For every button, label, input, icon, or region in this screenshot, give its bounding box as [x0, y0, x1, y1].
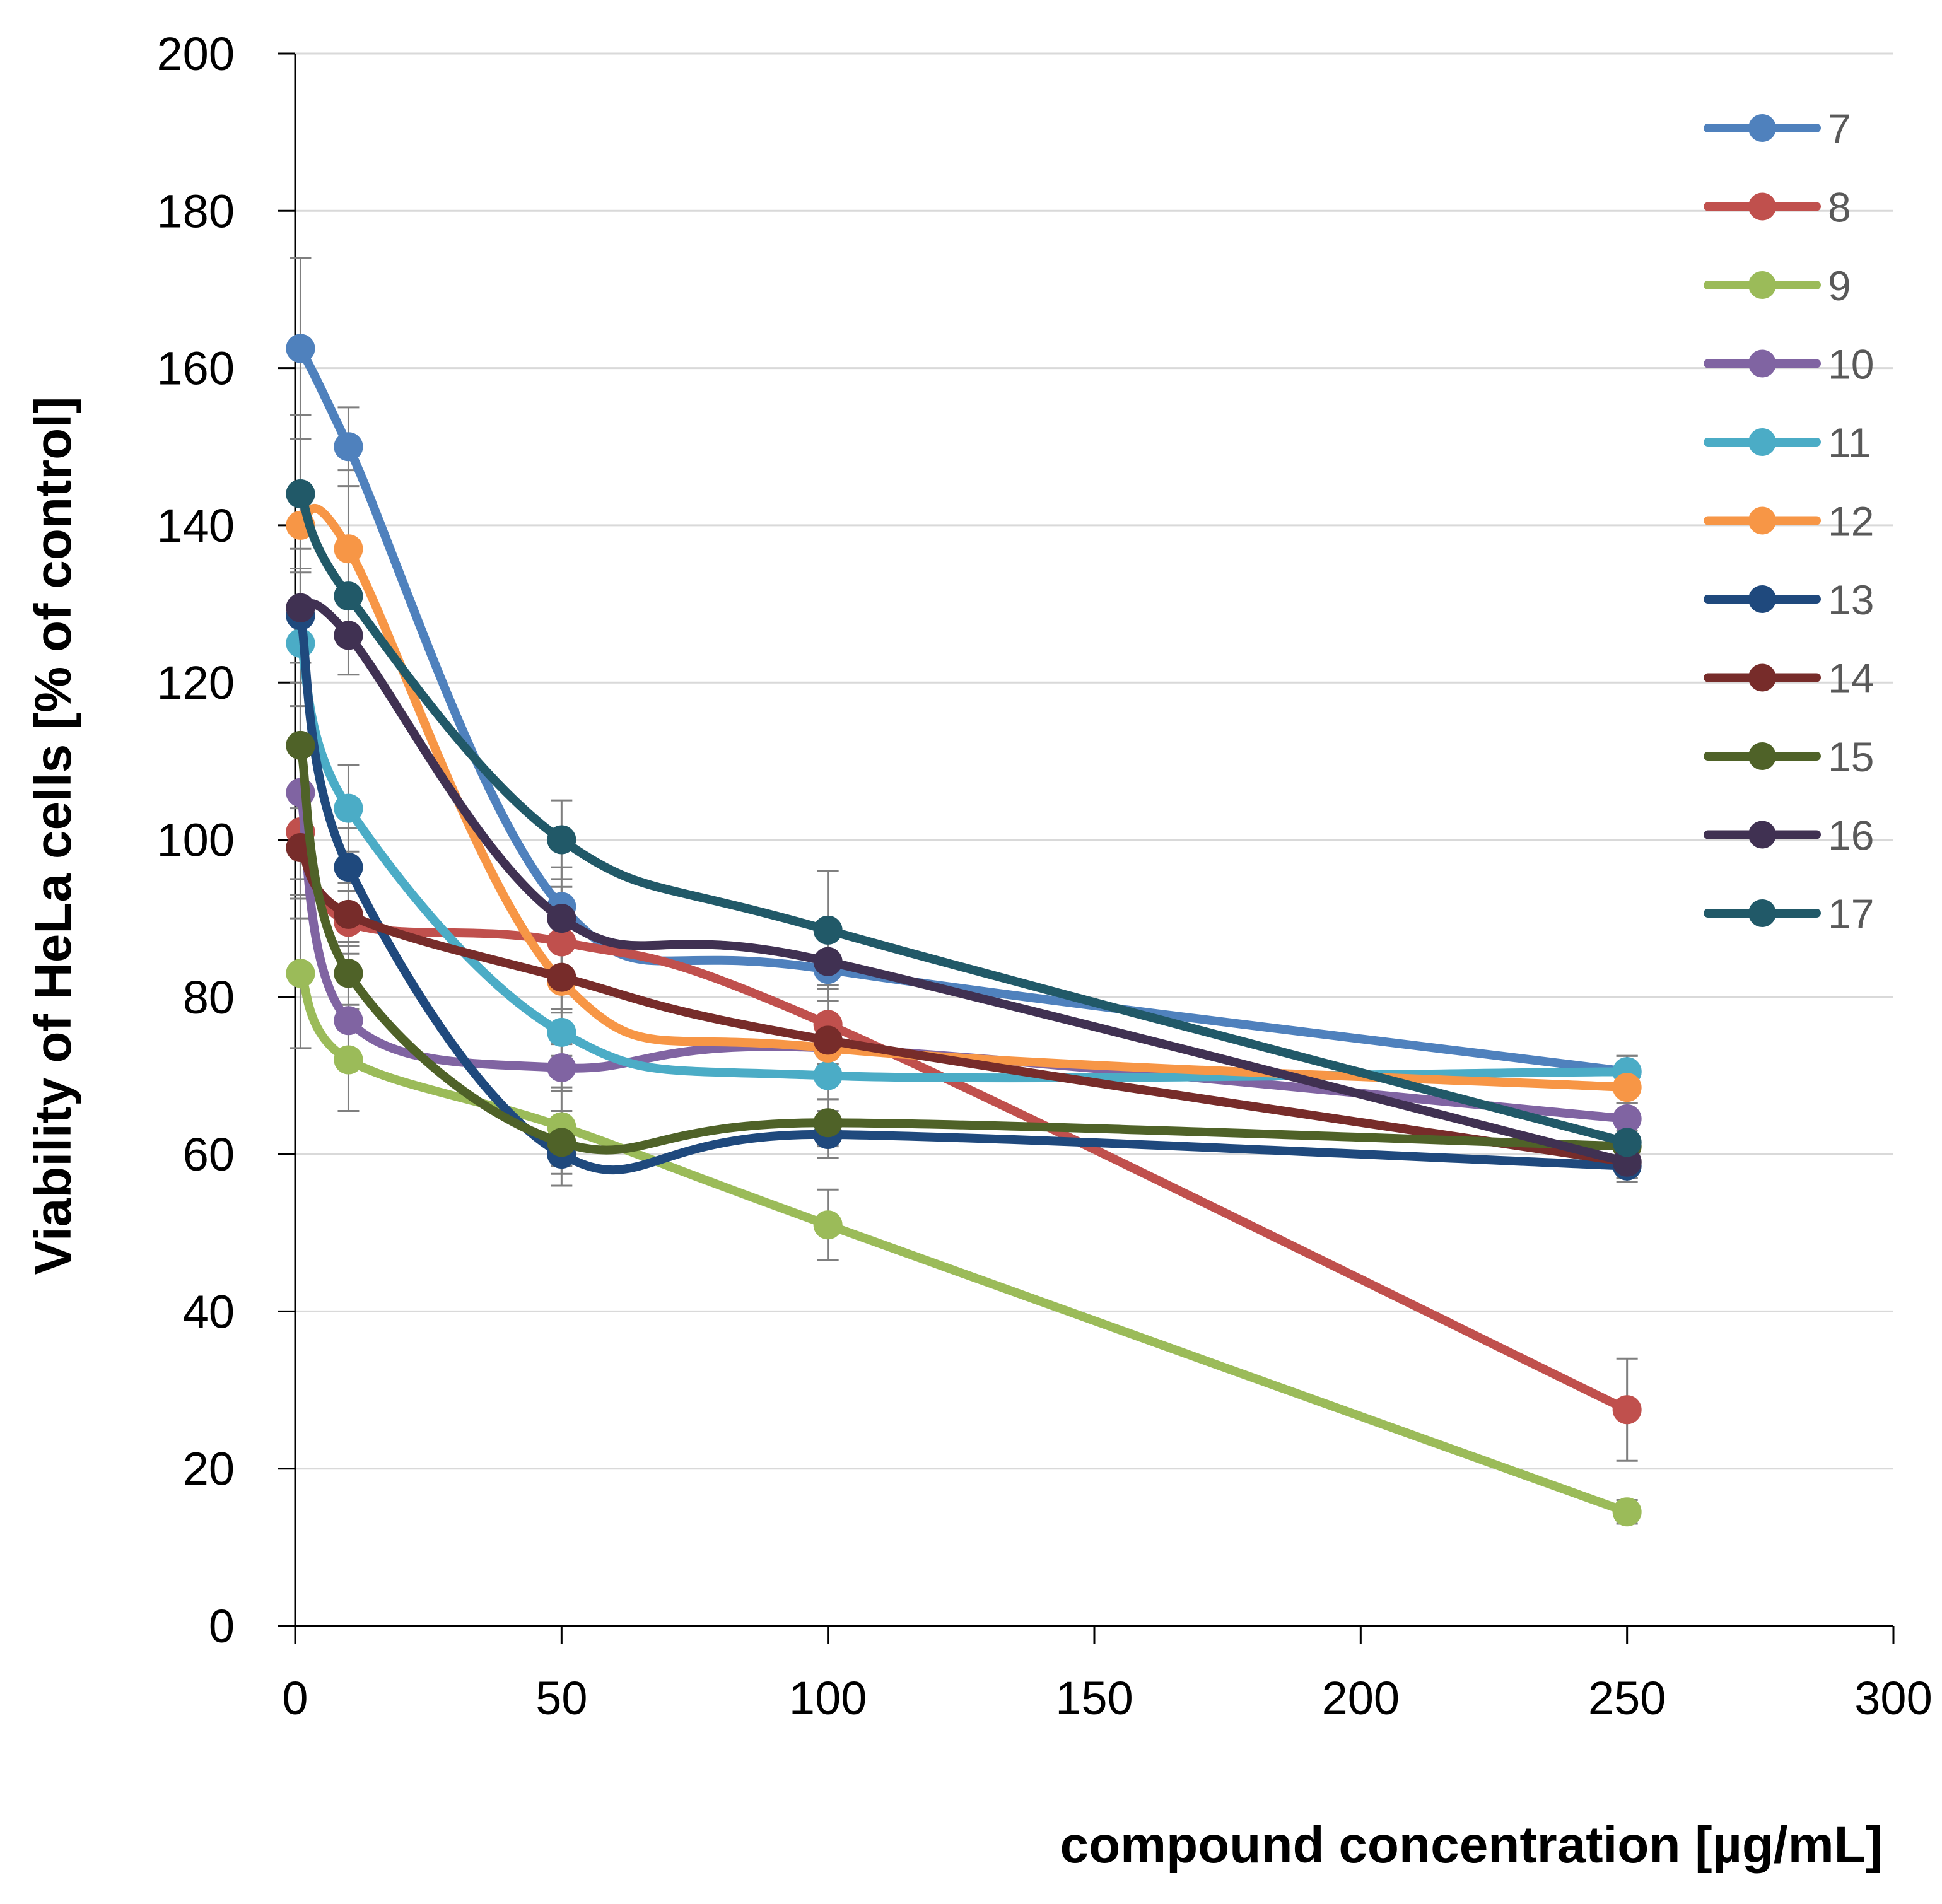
- x-tick-label: 200: [1322, 1672, 1400, 1724]
- data-point-8-250: [1612, 1395, 1642, 1425]
- data-point-11-50: [547, 1017, 576, 1047]
- legend-item-9: 9: [1704, 262, 1851, 309]
- legend-label-8: 8: [1828, 184, 1851, 231]
- data-point-14-100: [813, 1025, 843, 1055]
- x-axis-title: compound concentration [µg/mL]: [1060, 1816, 1883, 1874]
- legend: 7 8 9 10 11 12 13 14 15 16 17: [1704, 105, 1874, 937]
- data-point-17-50: [547, 825, 576, 855]
- data-point-9-10: [334, 1045, 363, 1075]
- y-tick-label: 120: [157, 657, 235, 709]
- x-tick-label: 150: [1055, 1672, 1133, 1724]
- data-point-15-10: [334, 959, 363, 988]
- y-axis-title: Viability of HeLa cells [% of control]: [25, 397, 82, 1275]
- series-9: [286, 959, 1642, 1527]
- legend-marker-13: [1748, 585, 1776, 613]
- data-point-10-50: [547, 1053, 576, 1082]
- legend-label-10: 10: [1828, 341, 1874, 388]
- legend-marker-9: [1748, 271, 1776, 299]
- data-point-16-10: [334, 621, 363, 650]
- legend-label-12: 12: [1828, 498, 1874, 545]
- legend-marker-12: [1748, 506, 1776, 535]
- data-series: [286, 334, 1642, 1527]
- legend-item-13: 13: [1704, 576, 1874, 623]
- legend-marker-11: [1748, 428, 1776, 456]
- data-point-10-10: [334, 1006, 363, 1036]
- legend-marker-8: [1748, 192, 1776, 221]
- legend-label-15: 15: [1828, 733, 1874, 780]
- legend-label-11: 11: [1828, 419, 1871, 466]
- series-12: [286, 504, 1642, 1102]
- y-tick-label: 160: [157, 342, 235, 395]
- legend-label-9: 9: [1828, 262, 1851, 309]
- x-tick-label: 0: [282, 1672, 308, 1724]
- legend-item-12: 12: [1704, 498, 1874, 545]
- y-tick-label: 140: [157, 499, 235, 552]
- y-tick-label: 200: [157, 28, 235, 80]
- legend-item-10: 10: [1704, 341, 1874, 388]
- legend-marker-16: [1748, 821, 1776, 849]
- y-tick-label: 100: [157, 814, 235, 867]
- data-point-14-50: [547, 962, 576, 992]
- legend-label-7: 7: [1828, 105, 1851, 152]
- data-point-16-1: [286, 593, 315, 622]
- legend-item-14: 14: [1704, 655, 1874, 702]
- data-point-17-100: [813, 915, 843, 945]
- legend-item-15: 15: [1704, 733, 1874, 780]
- series-line-15: [296, 740, 1632, 1155]
- data-point-17-1: [286, 479, 315, 509]
- x-tick-label: 300: [1854, 1672, 1932, 1724]
- y-tick-label: 180: [157, 185, 235, 237]
- y-tick-label: 80: [183, 971, 235, 1024]
- series-line-13: [296, 611, 1632, 1175]
- legend-marker-17: [1748, 899, 1776, 927]
- data-point-7-1: [286, 334, 315, 363]
- data-point-12-250: [1612, 1073, 1642, 1102]
- x-tick-label: 100: [789, 1672, 867, 1724]
- series-line-12: [296, 504, 1632, 1092]
- data-point-11-10: [334, 793, 363, 823]
- data-point-15-1: [286, 730, 315, 760]
- data-point-11-100: [813, 1061, 843, 1090]
- gridlines: [295, 52, 1893, 1470]
- data-point-9-100: [813, 1210, 843, 1240]
- legend-label-13: 13: [1828, 576, 1874, 623]
- axes: 0 20 40 60 80 100 120 140 160 180 200 0 50 100 150 200 2…: [157, 28, 1933, 1724]
- data-point-13-10: [334, 853, 363, 882]
- y-tick-label: 60: [183, 1128, 235, 1181]
- data-point-17-10: [334, 581, 363, 611]
- series-17: [286, 479, 1642, 1157]
- data-point-7-10: [334, 432, 363, 462]
- data-point-16-50: [547, 904, 576, 933]
- legend-item-17: 17: [1704, 891, 1874, 937]
- data-point-16-100: [813, 947, 843, 976]
- x-tick-label: 50: [535, 1672, 587, 1724]
- legend-item-11: 11: [1704, 419, 1871, 466]
- data-point-15-50: [547, 1128, 576, 1157]
- legend-label-16: 16: [1828, 812, 1874, 859]
- legend-item-8: 8: [1704, 184, 1851, 231]
- legend-item-16: 16: [1704, 812, 1874, 859]
- data-point-17-250: [1612, 1128, 1642, 1157]
- y-tick-label: 20: [183, 1443, 235, 1495]
- legend-label-14: 14: [1828, 655, 1874, 702]
- y-tick-label: 0: [209, 1600, 235, 1652]
- data-point-9-1: [286, 959, 315, 988]
- error-bars: [290, 257, 1638, 1525]
- x-tick-label: 250: [1588, 1672, 1666, 1724]
- data-point-12-10: [334, 534, 363, 564]
- legend-marker-10: [1748, 349, 1776, 378]
- legend-marker-7: [1748, 114, 1776, 142]
- data-point-14-10: [334, 899, 363, 929]
- data-point-9-250: [1612, 1497, 1642, 1527]
- legend-item-7: 7: [1704, 105, 1851, 152]
- legend-label-17: 17: [1828, 891, 1874, 937]
- y-tick-label: 40: [183, 1285, 235, 1338]
- data-point-15-100: [813, 1108, 843, 1138]
- legend-marker-14: [1748, 663, 1776, 692]
- legend-marker-15: [1748, 742, 1776, 770]
